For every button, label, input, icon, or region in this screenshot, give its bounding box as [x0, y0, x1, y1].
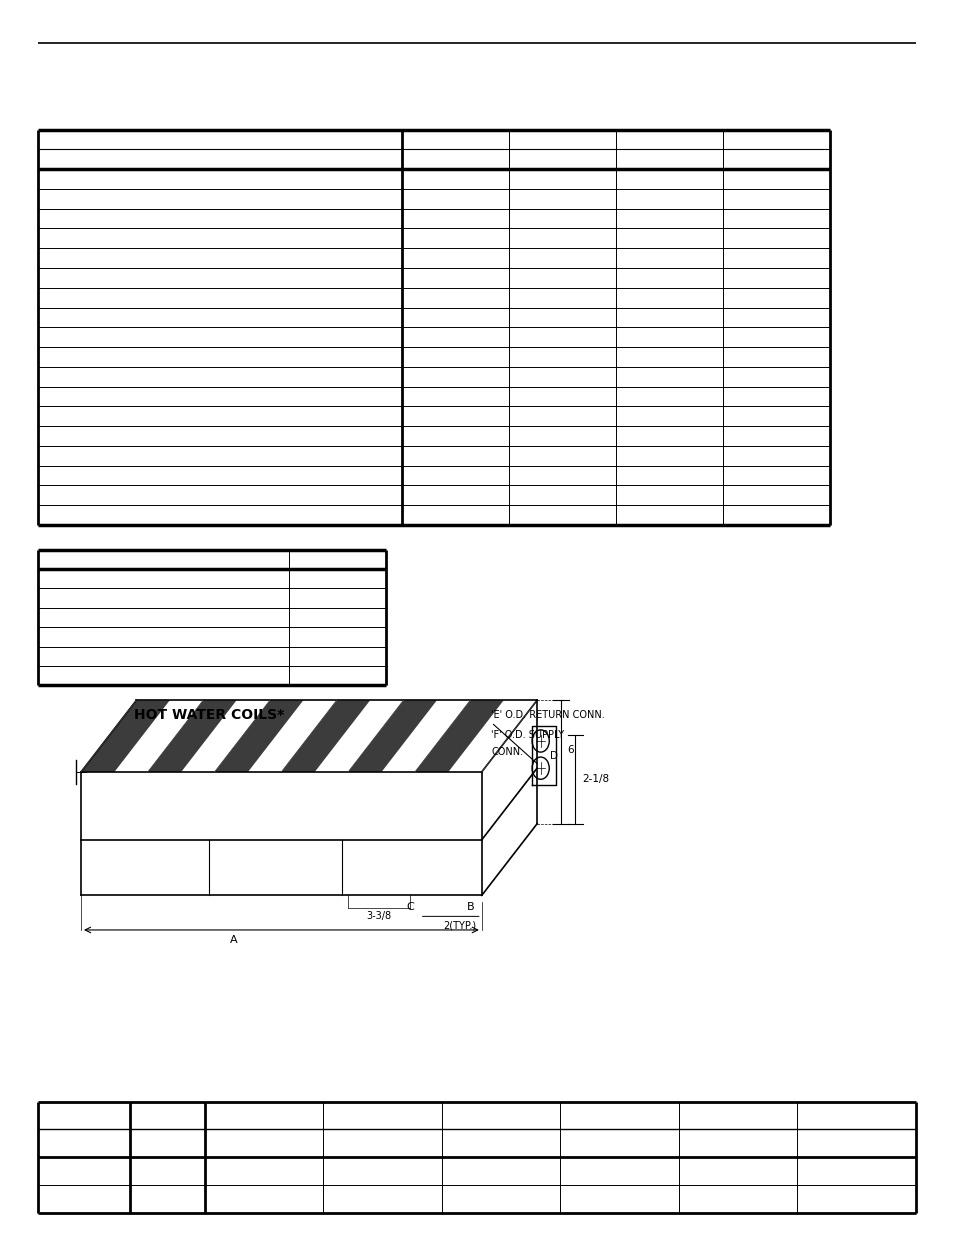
Text: 6: 6 — [567, 745, 574, 755]
Polygon shape — [281, 700, 370, 772]
Text: B: B — [466, 902, 474, 911]
Polygon shape — [348, 700, 436, 772]
Polygon shape — [415, 700, 503, 772]
Text: 2(TYP.): 2(TYP.) — [442, 920, 476, 930]
Text: 'F' O.D. SUPPLY: 'F' O.D. SUPPLY — [491, 730, 564, 740]
Text: HOT WATER COILS*: HOT WATER COILS* — [133, 709, 283, 722]
Polygon shape — [81, 700, 170, 772]
Text: CONN.: CONN. — [491, 747, 523, 757]
Text: 'E' O.D. RETURN CONN.: 'E' O.D. RETURN CONN. — [491, 710, 604, 720]
Text: D: D — [550, 751, 558, 761]
Text: A: A — [230, 935, 237, 945]
Polygon shape — [148, 700, 236, 772]
Polygon shape — [214, 700, 303, 772]
Text: 3-3/8: 3-3/8 — [366, 911, 391, 921]
Text: C: C — [406, 902, 414, 911]
Text: 2-1/8: 2-1/8 — [581, 774, 608, 784]
